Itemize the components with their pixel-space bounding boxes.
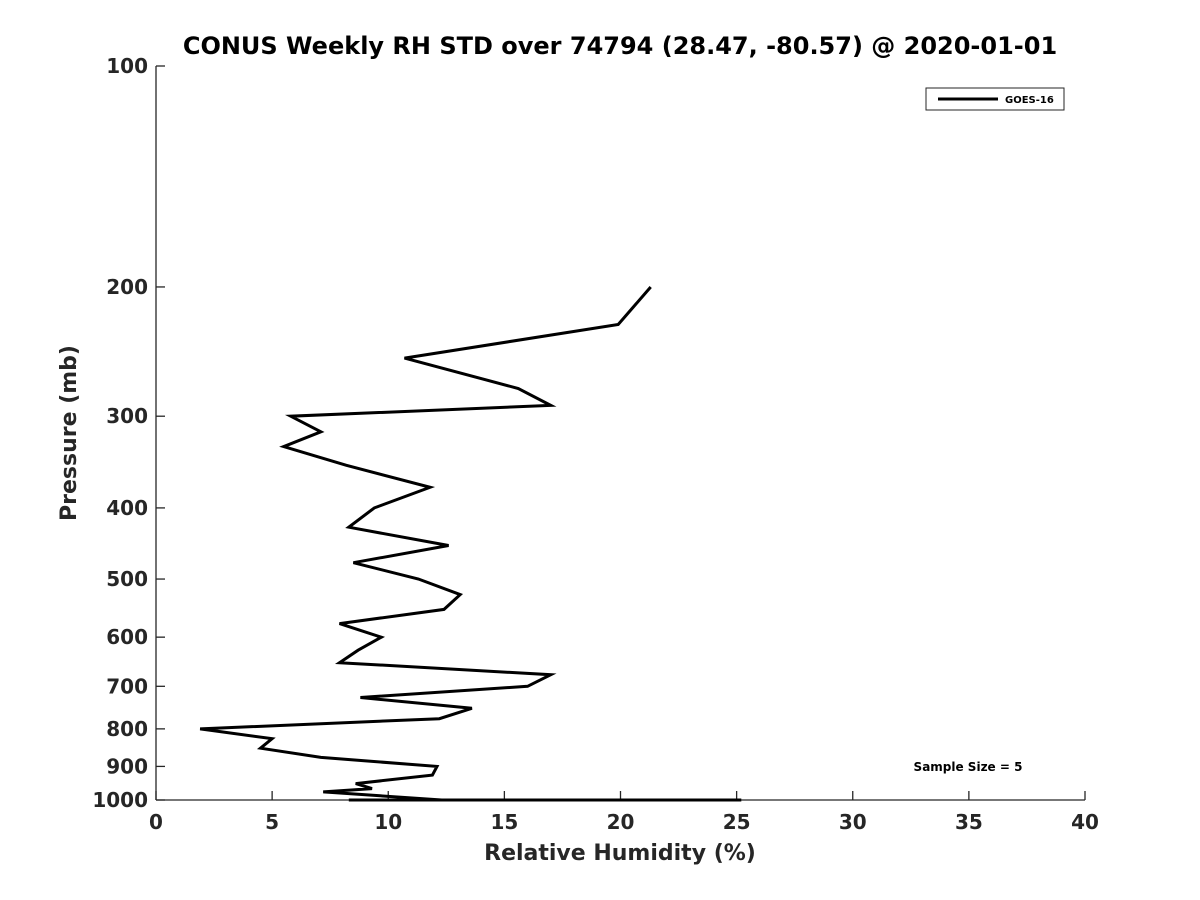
axes-frame bbox=[155, 66, 1085, 801]
x-tick-label: 40 bbox=[1071, 810, 1099, 834]
sample-size-annotation: Sample Size = 5 bbox=[914, 760, 1023, 774]
chart-title: CONUS Weekly RH STD over 74794 (28.47, -… bbox=[183, 32, 1057, 60]
y-tick-label: 600 bbox=[106, 625, 148, 649]
x-tick-label: 35 bbox=[955, 810, 983, 834]
y-tick-label: 100 bbox=[106, 54, 148, 78]
x-tick-label: 30 bbox=[839, 810, 867, 834]
plot-series bbox=[199, 286, 742, 802]
y-tick-label: 500 bbox=[106, 567, 148, 591]
y-axis-label: Pressure (mb) bbox=[57, 345, 82, 521]
y-tick-label: 200 bbox=[106, 275, 148, 299]
series-line-0 bbox=[199, 286, 742, 802]
legend-label: GOES-16 bbox=[1005, 95, 1054, 106]
x-tick-label: 15 bbox=[490, 810, 518, 834]
x-axis-label: Relative Humidity (%) bbox=[484, 841, 756, 866]
y-tick-label: 900 bbox=[106, 754, 148, 778]
legend: GOES-16 bbox=[925, 87, 1065, 111]
x-tick-label: 25 bbox=[723, 810, 751, 834]
y-tick-label: 300 bbox=[106, 404, 148, 428]
x-tick-label: 0 bbox=[149, 810, 163, 834]
x-tick-label: 20 bbox=[607, 810, 635, 834]
y-tick-label: 400 bbox=[106, 496, 148, 520]
x-tick-label: 10 bbox=[374, 810, 402, 834]
y-axis-ticks: 100 200 300 400 500 600 700 800 900 1000 bbox=[92, 54, 165, 812]
y-tick-label: 1000 bbox=[92, 788, 148, 812]
y-tick-label: 800 bbox=[106, 717, 148, 741]
x-tick-label: 5 bbox=[265, 810, 279, 834]
x-axis-ticks: 0 5 10 15 20 25 30 35 40 bbox=[149, 791, 1099, 834]
y-tick-label: 700 bbox=[106, 674, 148, 698]
